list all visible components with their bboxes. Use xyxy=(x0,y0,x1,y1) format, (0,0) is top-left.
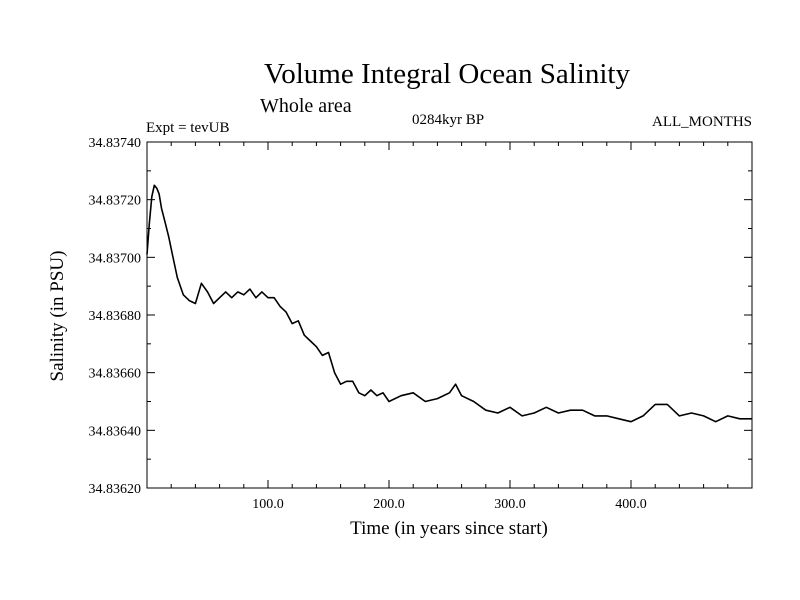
x-tick-label: 400.0 xyxy=(615,497,647,512)
plot-axes: 34.83620 34.83640 34.83660 34.83680 34.83700… xyxy=(89,136,753,512)
y-tick-label: 34.83640 xyxy=(89,424,142,439)
y-tick-label: 34.83660 xyxy=(89,367,142,382)
y-tick-label: 34.83680 xyxy=(89,309,142,324)
months-label: ALL_MONTHS xyxy=(652,114,752,130)
y-tick-label: 34.83620 xyxy=(89,482,142,497)
period-label: 0284kyr BP xyxy=(412,112,484,128)
expt-label: Expt = tevUB xyxy=(146,120,229,136)
y-axis-label: Salinity (in PSU) xyxy=(47,251,68,382)
x-axis-label: Time (in years since start) xyxy=(350,518,548,539)
plot-frame xyxy=(146,141,753,489)
chart-title: Volume Integral Ocean Salinity xyxy=(264,58,630,90)
series-layer xyxy=(146,184,752,423)
x-tick-label: 200.0 xyxy=(373,497,405,512)
y-tick-label: 34.83740 xyxy=(89,136,142,151)
y-tick-label: 34.83700 xyxy=(89,251,142,266)
salinity-series-line xyxy=(146,184,752,423)
y-tick-label: 34.83720 xyxy=(89,194,142,209)
x-tick-label: 100.0 xyxy=(252,497,284,512)
chart-subtitle: Whole area xyxy=(260,95,352,117)
x-tick-label: 300.0 xyxy=(494,497,526,512)
